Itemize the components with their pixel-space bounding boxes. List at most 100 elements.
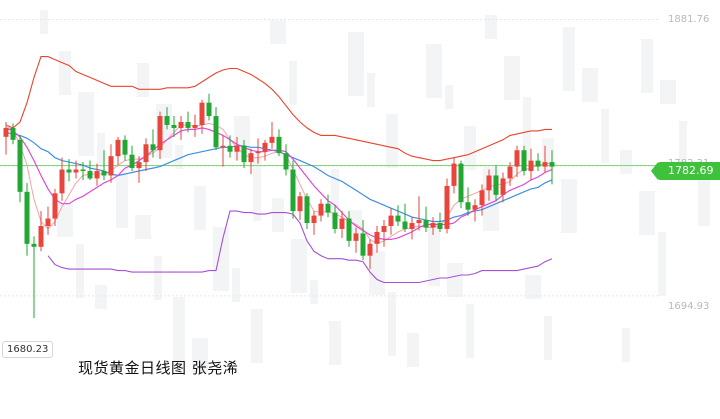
candle-body: [409, 223, 415, 229]
deco-block: [289, 61, 297, 105]
candle: [269, 122, 275, 149]
candle: [255, 138, 261, 164]
last-price-tag: 1782.69: [651, 162, 720, 180]
candle-body: [283, 153, 289, 170]
deco-block: [658, 232, 666, 296]
deco-block: [135, 215, 151, 239]
candle-body: [367, 243, 373, 256]
deco-block: [563, 27, 575, 91]
candle: [367, 239, 373, 270]
candle-body: [185, 122, 191, 128]
deco-block: [173, 297, 185, 361]
candle: [192, 114, 198, 137]
candle-body: [458, 163, 464, 203]
candle-body: [171, 124, 177, 128]
deco-block: [504, 56, 520, 100]
deco-block: [582, 68, 598, 102]
candle: [339, 211, 345, 238]
candle: [52, 188, 58, 226]
deco-block: [525, 275, 541, 299]
candle: [500, 172, 506, 203]
candle-body: [73, 169, 79, 173]
candles-group: [3, 93, 555, 319]
deco-block: [544, 316, 552, 360]
candle-body: [87, 171, 93, 179]
deco-block: [386, 114, 398, 168]
candle: [115, 136, 121, 166]
candle-body: [192, 124, 198, 128]
candle: [430, 217, 436, 235]
candle: [346, 211, 352, 247]
candle: [479, 184, 485, 216]
candle-body: [430, 223, 436, 228]
candle-body: [416, 220, 422, 224]
deco-block: [272, 198, 284, 232]
candle-body: [262, 142, 268, 152]
candle: [465, 187, 471, 216]
candle: [10, 123, 16, 145]
deco-block: [331, 169, 339, 223]
candle: [171, 116, 177, 137]
candle-body: [276, 136, 282, 154]
candle: [122, 135, 128, 161]
candle-body: [80, 169, 86, 172]
candle-body: [332, 212, 338, 229]
deco-block: [253, 157, 261, 221]
candle-body: [122, 139, 128, 155]
candle-body: [199, 102, 205, 125]
candle: [514, 145, 520, 177]
candle-body: [164, 116, 170, 125]
deco-block: [348, 32, 364, 96]
deco-block: [95, 285, 107, 309]
deco-block: [270, 20, 286, 44]
candle-body: [318, 203, 324, 216]
deco-block: [388, 292, 396, 356]
candle: [290, 160, 296, 219]
candle: [409, 217, 415, 240]
candle: [423, 206, 429, 232]
candle-body: [374, 231, 380, 244]
deco-block: [523, 97, 531, 161]
candle-body: [241, 145, 247, 163]
candle: [332, 205, 338, 234]
candle-body: [493, 175, 499, 195]
candle-body: [521, 150, 527, 172]
candle-body: [381, 226, 387, 232]
deco-block: [192, 338, 208, 372]
deco-block: [251, 309, 263, 363]
candle-body: [94, 171, 100, 179]
candle-body: [311, 215, 317, 224]
candle-body: [388, 215, 394, 226]
candle: [24, 182, 30, 256]
candle: [297, 191, 303, 221]
candle-body: [542, 162, 548, 167]
candle-body: [115, 139, 121, 157]
deco-block: [291, 239, 307, 293]
candle-body: [38, 226, 44, 247]
candle: [451, 157, 457, 194]
background-watermark: [40, 10, 710, 372]
candle: [521, 145, 527, 176]
candle: [80, 162, 86, 180]
candle-body: [248, 153, 254, 163]
candle-body: [66, 169, 72, 173]
candle: [199, 99, 205, 134]
deco-block: [213, 227, 229, 291]
candle: [395, 205, 401, 226]
candle: [374, 226, 380, 253]
deco-block: [76, 244, 84, 298]
candle: [220, 135, 226, 167]
deco-block: [485, 15, 497, 39]
candle: [129, 145, 135, 172]
deco-block: [175, 145, 183, 169]
candle: [549, 150, 555, 185]
candle: [45, 206, 51, 235]
candle: [94, 163, 100, 186]
candle: [437, 212, 443, 232]
candle: [136, 156, 142, 183]
candle: [73, 160, 79, 179]
candle: [535, 153, 541, 172]
deco-block: [620, 150, 632, 174]
deco-block: [445, 85, 453, 109]
